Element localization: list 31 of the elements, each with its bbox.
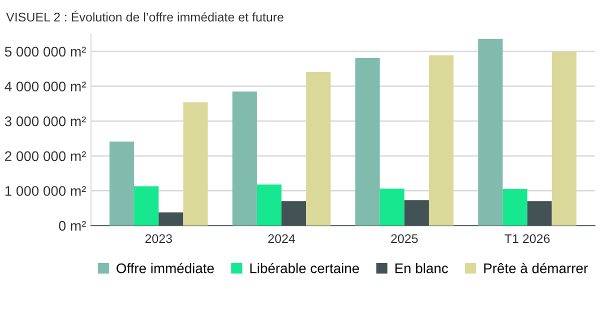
bar bbox=[158, 212, 184, 226]
bar bbox=[404, 200, 429, 226]
bar bbox=[232, 91, 257, 226]
bar bbox=[256, 184, 282, 226]
bar bbox=[109, 142, 134, 226]
y-tick-label: 5 000 000 m² bbox=[4, 46, 86, 57]
bar bbox=[282, 201, 306, 226]
y-tick-label: 1 000 000 m² bbox=[5, 186, 86, 196]
bar bbox=[527, 201, 552, 226]
bar bbox=[380, 188, 404, 226]
x-tick-label: 2025 bbox=[391, 234, 418, 244]
bar bbox=[355, 58, 380, 226]
legend-label: Libérable certaine bbox=[250, 262, 359, 274]
bar bbox=[428, 55, 454, 226]
bar bbox=[183, 102, 208, 226]
legend-label: Prête à démarrer bbox=[484, 262, 588, 274]
y-tick-label: 0 m² bbox=[58, 220, 86, 231]
bar bbox=[552, 52, 576, 226]
bar bbox=[134, 186, 159, 226]
y-tick-label: 2 000 000 m² bbox=[5, 151, 86, 162]
legend-label: En blanc bbox=[395, 263, 448, 274]
y-tick-label: 3 000 000 m² bbox=[4, 116, 86, 126]
x-tick-label: T1 2026 bbox=[504, 234, 550, 244]
bar bbox=[306, 72, 331, 226]
y-tick-label: 4 000 000 m² bbox=[4, 82, 86, 92]
bar bbox=[478, 38, 503, 226]
bar bbox=[502, 188, 528, 226]
legend-label: Offre immédiate bbox=[116, 262, 214, 274]
chart-title: VISUEL 2 : Évolution de l’offre immédiate et future bbox=[6, 10, 284, 22]
x-tick-label: 2024 bbox=[268, 234, 296, 244]
x-tick-label: 2023 bbox=[145, 234, 172, 244]
